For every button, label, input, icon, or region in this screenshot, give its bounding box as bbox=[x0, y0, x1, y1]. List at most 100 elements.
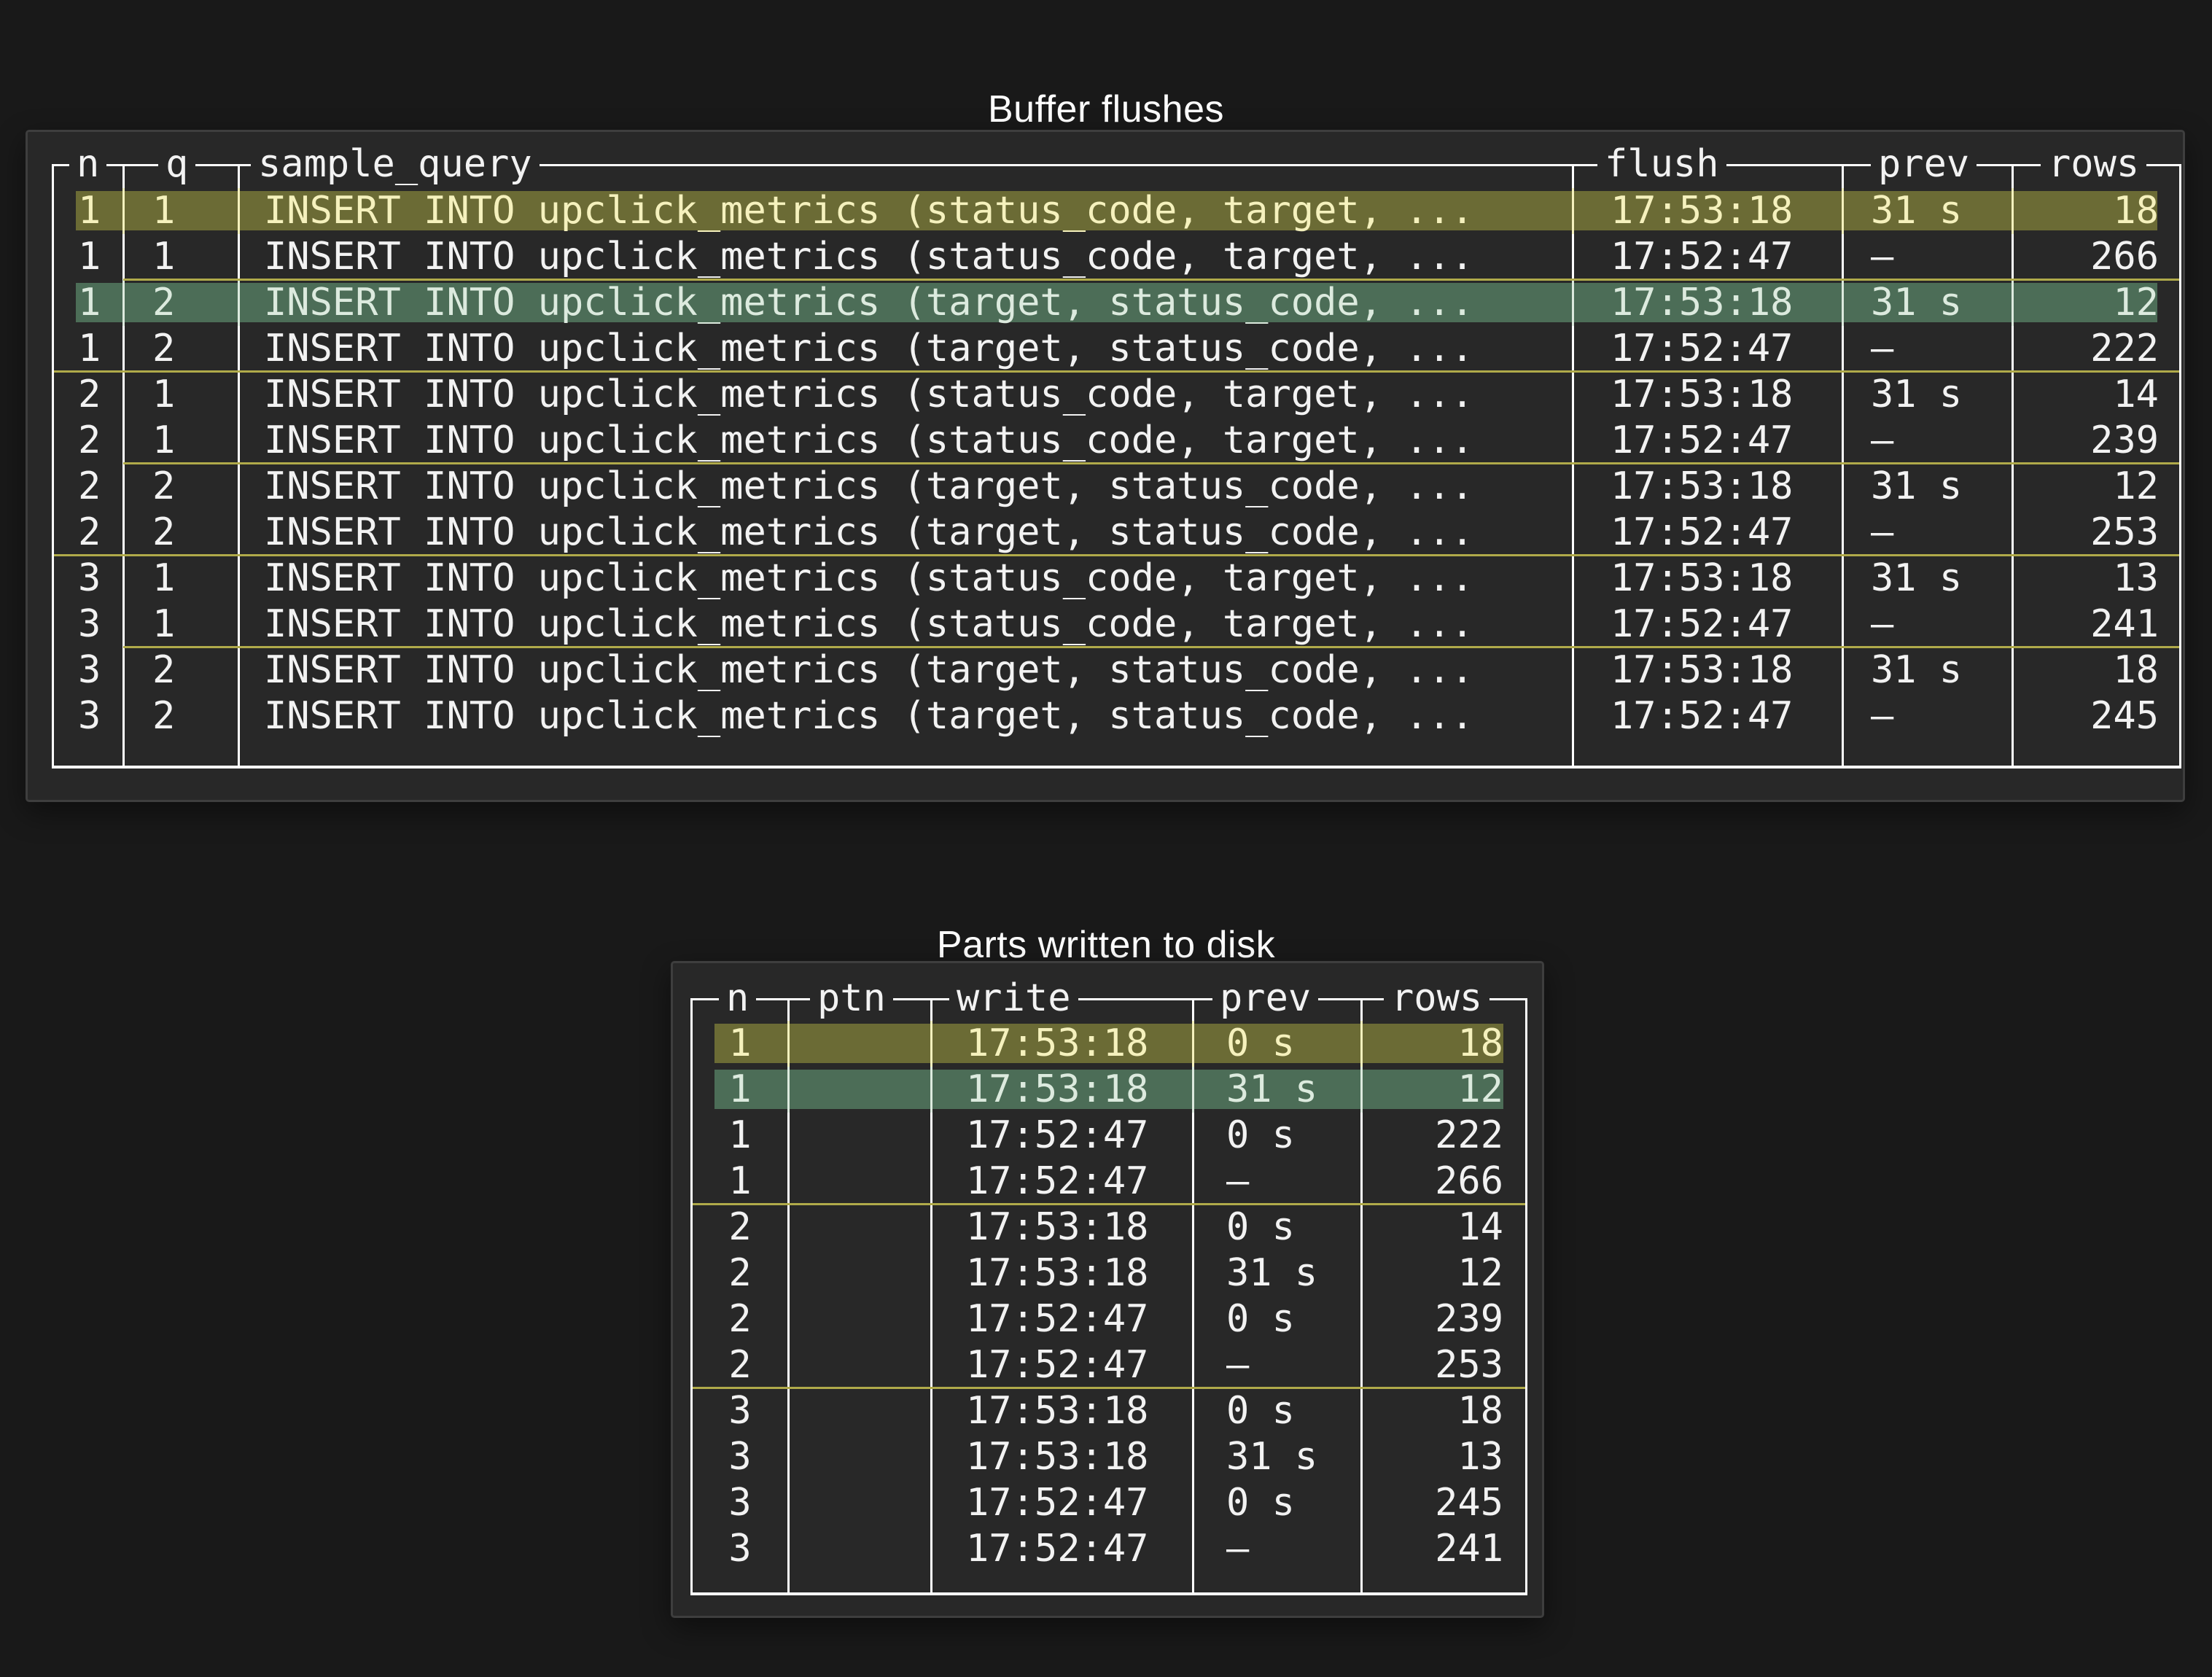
table-cell: 1 bbox=[125, 602, 240, 647]
parts-written-panel: n ptn write prev rows 1 17:53:18 0 s 18 1 17:53:18… bbox=[671, 961, 1544, 1618]
table-cell bbox=[1363, 1572, 1525, 1592]
table-cell: 17:52:47 bbox=[932, 1296, 1194, 1342]
table-cell: – bbox=[1844, 234, 2014, 280]
table-cell: – bbox=[1194, 1526, 1363, 1572]
column-header-n: n bbox=[69, 142, 107, 186]
table-cell: 0 s bbox=[1194, 1205, 1363, 1250]
table-cell: 31 s bbox=[1844, 372, 2014, 418]
table-cell bbox=[2014, 739, 2179, 766]
table-cell: 2 bbox=[693, 1296, 790, 1342]
row-highlight-olive bbox=[714, 1024, 1503, 1063]
table-row: 1 2 INSERT INTO upclick_metrics (target, s… bbox=[54, 279, 2179, 326]
table-cell: 1 bbox=[125, 372, 240, 418]
table-cell: INSERT INTO upclick_metrics (target, sta… bbox=[240, 510, 1574, 556]
table-cell bbox=[790, 1113, 932, 1159]
table-cell: 13 bbox=[2113, 556, 2159, 600]
column-header-prev: prev bbox=[1212, 976, 1319, 1020]
table-cell: 2 bbox=[54, 464, 125, 510]
table-cell bbox=[790, 1296, 932, 1342]
table-cell: 17:52:47 bbox=[932, 1480, 1194, 1526]
table-cell: 2 bbox=[125, 510, 240, 556]
table-cell: 17:53:18 bbox=[932, 1021, 1194, 1067]
table-cell: 17:52:47 bbox=[932, 1113, 1194, 1159]
table-row: 1 17:53:18 31 s 12 bbox=[693, 1067, 1525, 1113]
table-cell: 1 bbox=[693, 1159, 790, 1205]
table-cell bbox=[240, 739, 1574, 766]
table-cell: INSERT INTO upclick_metrics (target, sta… bbox=[240, 280, 1574, 326]
table-cell: 1 bbox=[125, 188, 240, 234]
table-cell: 17:53:18 bbox=[932, 1388, 1194, 1434]
table-cell: 18 bbox=[1457, 1389, 1503, 1433]
table-cell: 1 bbox=[54, 326, 125, 372]
table-cell bbox=[1844, 166, 2014, 188]
table-row: 1 1 INSERT INTO upclick_metrics (status_co… bbox=[54, 234, 2179, 280]
table-cell: – bbox=[1194, 1342, 1363, 1388]
table-cell bbox=[790, 1480, 932, 1526]
table-cell: 222 bbox=[1435, 1113, 1503, 1157]
table-cell: 17:52:47 bbox=[1574, 234, 1844, 280]
table-cell: 1 bbox=[54, 234, 125, 280]
table-row: 3 2 INSERT INTO upclick_metrics (target, s… bbox=[54, 646, 2179, 693]
table-cell: 241 bbox=[1435, 1527, 1503, 1571]
table-cell: – bbox=[1844, 418, 2014, 464]
table-cell: 17:52:47 bbox=[932, 1526, 1194, 1572]
table-cell: 3 bbox=[54, 647, 125, 693]
table-row: 3 17:52:47 0 s 245 bbox=[693, 1480, 1525, 1526]
row-highlight-green bbox=[76, 283, 2157, 322]
table-cell: 17:52:47 bbox=[932, 1159, 1194, 1205]
table-cell: 17:53:18 bbox=[1574, 188, 1844, 234]
column-header-ptn: ptn bbox=[810, 976, 893, 1020]
table-cell bbox=[54, 739, 125, 766]
row-highlight-olive bbox=[76, 191, 2157, 230]
table-cell bbox=[790, 1388, 932, 1434]
table-row: 2 17:52:47– 253 bbox=[693, 1342, 1525, 1388]
table-cell bbox=[790, 1000, 932, 1021]
table-cell: 12 bbox=[1457, 1251, 1503, 1295]
table-cell: 31 s bbox=[1194, 1434, 1363, 1480]
table-cell: 17:52:47 bbox=[932, 1342, 1194, 1388]
table-cell: – bbox=[1194, 1159, 1363, 1205]
table-cell: 3 bbox=[693, 1480, 790, 1526]
table-cell: 31 s bbox=[1844, 188, 2014, 234]
table-row: 3 17:53:18 0 s 18 bbox=[693, 1387, 1525, 1434]
table-cell: 253 bbox=[2090, 510, 2159, 554]
table-cell bbox=[790, 1067, 932, 1113]
table-cell: 14 bbox=[2113, 373, 2159, 416]
table-cell: – bbox=[1844, 602, 2014, 647]
column-header-q: q bbox=[158, 142, 196, 186]
table-cell: 239 bbox=[1435, 1297, 1503, 1341]
table-row: 2 17:52:47 0 s 239 bbox=[693, 1296, 1525, 1342]
table-row: 1 1 INSERT INTO upclick_metrics (status_co… bbox=[54, 188, 2179, 234]
table-cell bbox=[1194, 1572, 1363, 1592]
table-row: 3 17:53:18 31 s 13 bbox=[693, 1434, 1525, 1480]
table-cell: INSERT INTO upclick_metrics (target, sta… bbox=[240, 693, 1574, 739]
table-row: 2 2 INSERT INTO upclick_metrics (target, s… bbox=[54, 510, 2179, 556]
table-cell bbox=[54, 166, 125, 188]
table-cell: 0 s bbox=[1194, 1296, 1363, 1342]
table-row: 2 1 INSERT INTO upclick_metrics (status_co… bbox=[54, 370, 2179, 418]
table-cell: 17:53:18 bbox=[932, 1205, 1194, 1250]
table-cell bbox=[932, 1572, 1194, 1592]
table-row: 2 1 INSERT INTO upclick_metrics (status_co… bbox=[54, 418, 2179, 464]
table-cell: 2 bbox=[54, 418, 125, 464]
table-cell: 245 bbox=[2090, 694, 2159, 738]
table-cell: 31 s bbox=[1194, 1067, 1363, 1113]
table-cell: 266 bbox=[2090, 235, 2159, 279]
table-cell: 239 bbox=[2090, 419, 2159, 462]
table-cell: 241 bbox=[2090, 602, 2159, 646]
table-cell: 0 s bbox=[1194, 1388, 1363, 1434]
table-cell: 1 bbox=[125, 234, 240, 280]
footer-spacer-row bbox=[54, 739, 2179, 766]
table-cell: 1 bbox=[54, 188, 125, 234]
table-row: 1 17:52:47 0 s 222 bbox=[693, 1113, 1525, 1159]
table-row: 3 1 INSERT INTO upclick_metrics (status_co… bbox=[54, 554, 2179, 602]
column-header-rows: rows bbox=[2041, 142, 2147, 186]
table-cell bbox=[790, 1205, 932, 1250]
table-cell: 31 s bbox=[1844, 556, 2014, 602]
table-cell: 1 bbox=[125, 556, 240, 602]
table-cell: INSERT INTO upclick_metrics (status_code… bbox=[240, 602, 1574, 647]
table-cell: 17:53:18 bbox=[1574, 556, 1844, 602]
table-cell bbox=[240, 166, 1574, 188]
table-cell: 2 bbox=[125, 693, 240, 739]
table-cell: 2 bbox=[54, 510, 125, 556]
